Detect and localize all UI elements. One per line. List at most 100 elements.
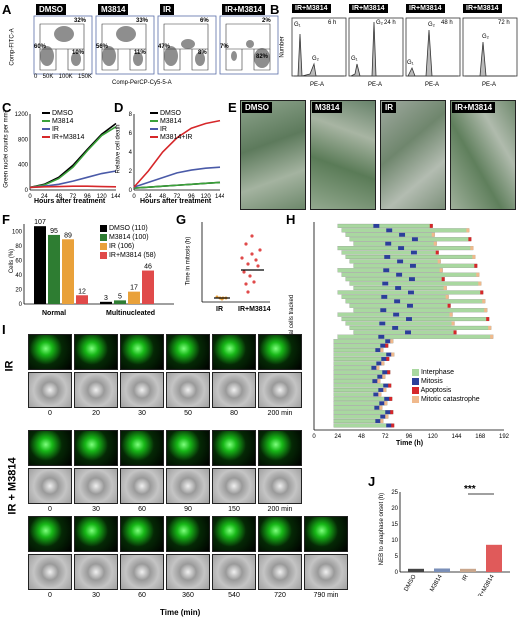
time-label: 90 bbox=[184, 506, 192, 513]
fluorescence-frame bbox=[74, 334, 118, 370]
y-tick-label: 4 bbox=[129, 150, 133, 156]
fluorescence-frame bbox=[74, 516, 118, 552]
track-fate bbox=[382, 374, 386, 379]
track-interphase bbox=[345, 254, 476, 259]
track-mitosis bbox=[376, 361, 383, 366]
histogram-title-48h: IR+M3814 bbox=[406, 4, 445, 13]
panel-b-histograms bbox=[291, 17, 518, 77]
chart-f: 0 20 40 60 80 100 107 95 89 12 3 5 17 46 bbox=[12, 219, 174, 308]
bar bbox=[434, 568, 450, 572]
legend-label: IR (106) bbox=[108, 243, 135, 250]
bar bbox=[62, 239, 74, 304]
track-interphase bbox=[333, 379, 381, 384]
track-mitosis bbox=[383, 383, 390, 388]
chart-g-category-ir-m3814: IR+M3814 bbox=[238, 306, 271, 313]
chart-f-category-normal: Normal bbox=[42, 310, 67, 317]
flow-title-ir-m3814: IR+M3814 bbox=[222, 4, 266, 15]
chart-f-category-multinucleated: Multinucleated bbox=[106, 310, 156, 317]
y-tick-label: 800 bbox=[18, 137, 29, 143]
brightfield-frame bbox=[74, 554, 118, 590]
series-line-ir-m3814 bbox=[29, 185, 117, 189]
histogram-peak-g1-6h: G₁ bbox=[294, 22, 301, 28]
legend-label: M3814+IR bbox=[159, 134, 193, 141]
fluorescence-frame bbox=[304, 516, 348, 552]
legend-item-ir-m3814: IR+M3814 bbox=[42, 134, 84, 142]
flow-title-m3814: M3814 bbox=[98, 4, 129, 15]
chart-c-y-axis-label: Green nuclei counts per mm² bbox=[3, 110, 10, 188]
x-tick-label: 192 bbox=[499, 434, 510, 440]
time-label: 0 bbox=[48, 592, 52, 599]
legend-item-mitosis: Mitosis bbox=[412, 377, 480, 386]
flow-g2m-pct-ir: 8% bbox=[198, 50, 207, 56]
brightfield-frame bbox=[28, 468, 72, 504]
flow-x-ticks: 0 50K 100K 150K bbox=[34, 74, 92, 80]
micrograph-dmso bbox=[240, 100, 306, 210]
flow-s-pct-m3814: 33% bbox=[136, 18, 149, 24]
legend-label: DMSO bbox=[159, 110, 181, 117]
time-label: 50 bbox=[184, 410, 192, 417]
x-tick-label: IR+M3814 bbox=[477, 573, 496, 596]
series-line-m3814 bbox=[133, 181, 221, 189]
track-fate bbox=[474, 263, 478, 268]
chart-g-category-ir: IR bbox=[216, 306, 223, 313]
track-mitosis bbox=[409, 277, 415, 282]
track-mitosis bbox=[409, 263, 416, 268]
track-mitosis bbox=[379, 401, 386, 406]
track-interphase bbox=[345, 277, 445, 282]
track-mitosis bbox=[410, 250, 417, 255]
chart-c-legend: DMSO M3814 IR IR+M3814 bbox=[42, 110, 84, 142]
track-interphase bbox=[333, 339, 394, 344]
track-interphase bbox=[333, 419, 384, 424]
x-tick-label: 72 bbox=[174, 194, 181, 200]
chart-h-x-axis-label: Time (h) bbox=[396, 440, 424, 447]
fluorescence-frame bbox=[258, 516, 302, 552]
bar bbox=[128, 291, 140, 304]
brightfield-frame bbox=[212, 468, 256, 504]
legend-item-m3814: M3814 bbox=[150, 118, 192, 126]
track-mitosis bbox=[371, 365, 378, 370]
track-fate bbox=[451, 321, 455, 326]
track-mitosis bbox=[384, 396, 391, 401]
track-interphase bbox=[349, 303, 451, 308]
track-fate bbox=[476, 272, 480, 277]
histogram-y-axis-label: Number bbox=[279, 36, 286, 58]
y-tick-label: 80 bbox=[15, 244, 22, 250]
track-fate bbox=[386, 357, 390, 361]
chart-f-y-axis-label: Cells (%) bbox=[9, 248, 16, 274]
histogram-time-72h: 72 h bbox=[498, 20, 510, 26]
track-fate bbox=[443, 286, 447, 290]
track-mitosis bbox=[375, 348, 382, 353]
flow-g1-pct-m3814: 56% bbox=[96, 44, 109, 50]
track-mitosis bbox=[408, 290, 414, 295]
track-mitosis bbox=[411, 237, 418, 242]
histogram-peak-g1-48h: G₁ bbox=[407, 60, 414, 66]
track-mitosis bbox=[394, 299, 401, 304]
bar-value-label: 17 bbox=[130, 285, 138, 292]
x-tick-label: 144 bbox=[111, 194, 120, 200]
time-label: 150 bbox=[228, 506, 240, 513]
histogram-peak-g2-6h: G₂ bbox=[312, 56, 319, 62]
flow-g1-pct-dmso: 60% bbox=[34, 44, 47, 50]
x-tick-label: 72 bbox=[70, 194, 77, 200]
micrograph-m3814 bbox=[310, 100, 376, 210]
track-interphase bbox=[349, 259, 441, 264]
fluorescence-frame bbox=[28, 430, 72, 466]
legend-item-m3814: M3814 bbox=[42, 118, 84, 126]
x-tick-label: 144 bbox=[215, 194, 224, 200]
track-interphase bbox=[341, 272, 480, 277]
panel-a: Comp-FITC-A Comp-PerCP-Cy5-5-A DMSO M381… bbox=[10, 4, 282, 90]
track-fate bbox=[449, 312, 453, 317]
track-fate bbox=[447, 303, 451, 308]
bar bbox=[100, 301, 112, 304]
track-interphase bbox=[345, 321, 455, 326]
bar bbox=[486, 544, 502, 572]
time-label: 790 min bbox=[313, 592, 339, 599]
legend-label: IR bbox=[159, 126, 167, 133]
track-fate bbox=[431, 232, 435, 237]
legend-label: Apoptosis bbox=[420, 387, 452, 394]
panel-label-h: H bbox=[286, 212, 296, 227]
histogram-title-72h: IR+M3814 bbox=[463, 4, 502, 13]
track-fate bbox=[388, 383, 392, 388]
track-fate bbox=[380, 348, 384, 353]
time-label: 30 bbox=[92, 592, 100, 599]
